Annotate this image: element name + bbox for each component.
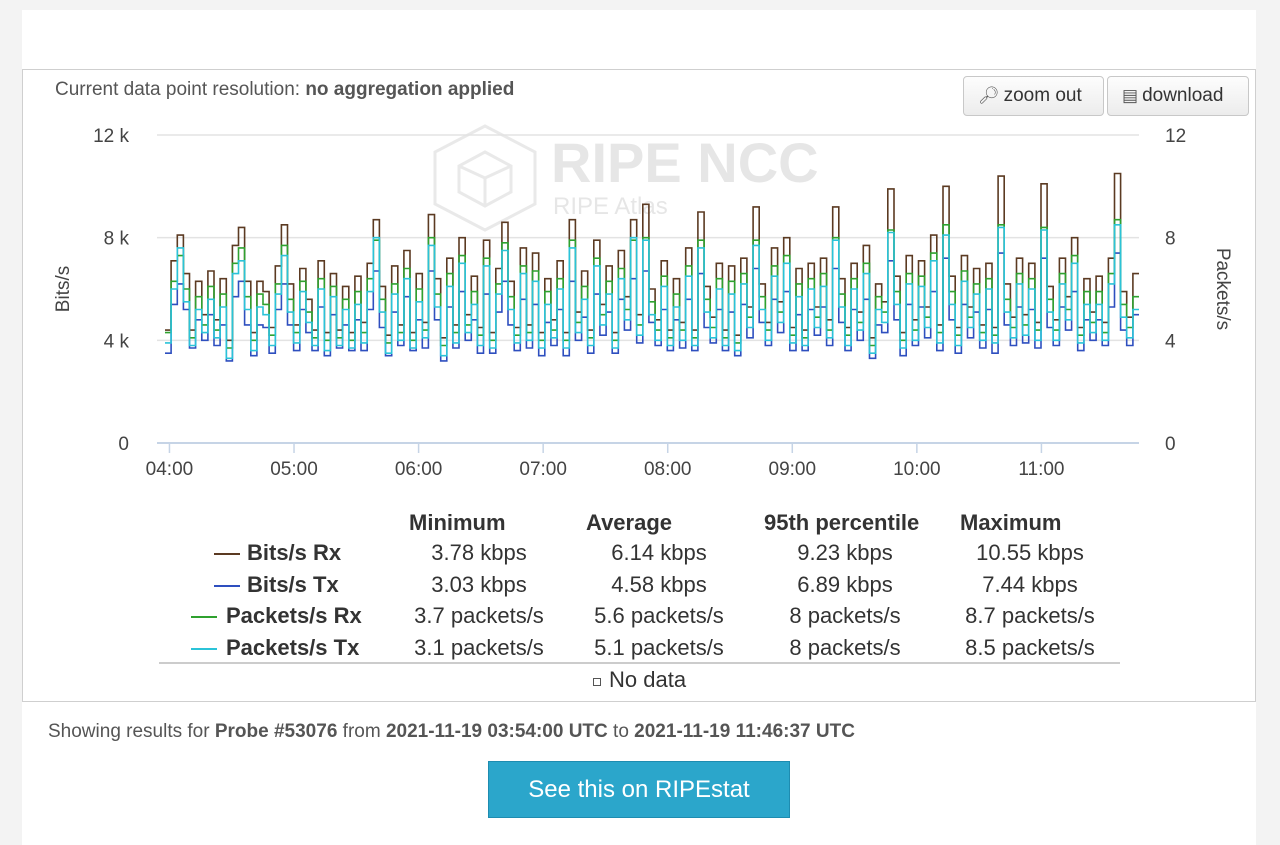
ripestat-button[interactable]: See this on RIPEstat	[488, 761, 790, 818]
x-tick-label: 10:00	[893, 459, 941, 480]
from-word: from	[337, 721, 386, 742]
results-prefix: Showing results for	[48, 721, 215, 742]
download-button[interactable]: ▤ download	[1107, 76, 1249, 116]
legend-item[interactable]: Bits/s Tx	[247, 572, 339, 597]
resolution-value: no aggregation applied	[305, 79, 515, 100]
watermark-brand: RIPE NCC	[551, 131, 819, 194]
grid	[157, 134, 1139, 444]
y-left-axis-title: Bits/s	[53, 266, 74, 312]
x-tick-label: 04:00	[146, 459, 194, 480]
results-info: Showing results for Probe #53076 from 20…	[48, 721, 855, 743]
stats-value: 5.6 packets/s	[594, 603, 724, 628]
x-tick-label: 05:00	[270, 459, 318, 480]
stats-value: 8 packets/s	[789, 603, 901, 628]
to-word: to	[607, 721, 635, 742]
series-packets-s-txline	[165, 224, 1139, 360]
y-left-tick-label: 4 k	[104, 331, 130, 352]
stats-value: 3.78 kbps	[431, 540, 527, 565]
series-packets-s-rxline	[165, 218, 1139, 349]
legend-item[interactable]: Bits/s Rx	[247, 540, 342, 565]
to-time: 2021-11-19 11:46:37 UTC	[634, 721, 855, 742]
y-left-tick-label: 0	[118, 434, 129, 455]
legend-item[interactable]: Packets/s Tx	[226, 635, 360, 660]
stats-value: 5.1 packets/s	[594, 635, 724, 660]
probe-id: Probe #53076	[214, 721, 338, 742]
stats-value: 8.7 packets/s	[965, 603, 1095, 628]
stats-table: Minimum Average 95th percentile Maximum Bits…	[23, 70, 1255, 701]
stats-header: 95th percentile	[764, 510, 920, 535]
no-data-legend: No data	[593, 667, 686, 693]
y-right-tick-label: 12	[1165, 126, 1186, 147]
stats-value: 4.58 kbps	[611, 572, 707, 597]
x-tick-label: 09:00	[769, 459, 817, 480]
resolution-info: Current data point resolution: no aggreg…	[55, 79, 514, 101]
y-right-tick-label: 4	[1165, 331, 1176, 352]
legend-item[interactable]: Packets/s Rx	[226, 603, 362, 628]
x-tick-label: 07:00	[519, 459, 567, 480]
no-data-label: No data	[609, 667, 687, 692]
stats-header: Average	[586, 510, 673, 535]
y-right-tick-label: 8	[1165, 229, 1176, 250]
x-tick-label: 08:00	[644, 459, 692, 480]
ripe-ncc-watermark: RIPE NCC RIPE Atlas	[433, 124, 819, 232]
stats-value: 3.1 packets/s	[414, 635, 544, 660]
stats-value: 6.14 kbps	[611, 540, 707, 565]
stats-value: 3.7 packets/s	[414, 603, 544, 628]
traffic-chart[interactable]: RIPE NCC RIPE Atlas 0 0 4 k 4 8 k 8 12 k 12 Bits…	[23, 70, 1255, 701]
chart-panel: Current data point resolution: no aggreg…	[22, 69, 1256, 702]
resolution-label: Current data point resolution:	[55, 79, 306, 100]
floppy-disk-icon: ▤	[1122, 86, 1139, 105]
magnifier-icon: 🔎︎	[978, 86, 1000, 105]
stats-value: 10.55 kbps	[976, 540, 1084, 565]
y-left-tick-label: 8 k	[104, 229, 130, 250]
stats-value: 9.23 kbps	[797, 540, 893, 565]
watermark-product: RIPE Atlas	[553, 193, 668, 220]
y-right-axis-title: Packets/s	[1212, 248, 1233, 330]
series-bits-s-txline	[165, 252, 1139, 362]
y-right-tick-label: 0	[1165, 434, 1176, 455]
download-label: download	[1142, 85, 1224, 106]
series-lines	[165, 172, 1139, 362]
stats-value: 8 packets/s	[789, 635, 901, 660]
stats-header: Minimum	[409, 510, 506, 535]
y-left-tick-label: 12 k	[93, 126, 129, 147]
stats-header: Maximum	[960, 510, 1062, 535]
stats-value: 6.89 kbps	[797, 572, 893, 597]
axes: 0 0 4 k 4 8 k 8 12 k 12 Bits/s Packets/s 04:00 05:0…	[53, 126, 1233, 480]
x-tick-label: 06:00	[395, 459, 443, 480]
x-tick-label: 11:00	[1018, 459, 1064, 480]
stats-value: 7.44 kbps	[982, 572, 1078, 597]
zoom-out-label: zoom out	[1003, 85, 1082, 106]
series-bits-s-rxline	[165, 172, 1139, 342]
stats-value: 8.5 packets/s	[965, 635, 1095, 660]
from-time: 2021-11-19 03:54:00 UTC	[385, 721, 608, 742]
zoom-out-button[interactable]: 🔎︎ zoom out	[963, 76, 1104, 116]
stats-value: 3.03 kbps	[431, 572, 527, 597]
no-data-square-icon	[593, 678, 601, 686]
